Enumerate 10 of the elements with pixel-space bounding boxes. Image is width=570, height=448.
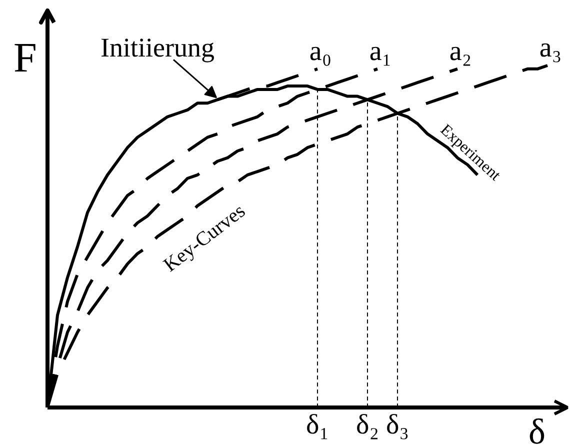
text: Initiierung: [100, 32, 214, 63]
series-label: a₂: [449, 36, 472, 67]
x-tick-label: δ₁: [306, 410, 329, 440]
x-axis-title: δ: [528, 412, 546, 448]
x-tick-label: δ₂: [356, 410, 379, 440]
series-label: a₀: [309, 36, 332, 67]
series-label: a₃: [539, 32, 562, 64]
series-label: a₁: [369, 36, 392, 67]
y-axis-title: F: [14, 36, 37, 82]
x-tick-label: δ₃: [386, 410, 409, 440]
